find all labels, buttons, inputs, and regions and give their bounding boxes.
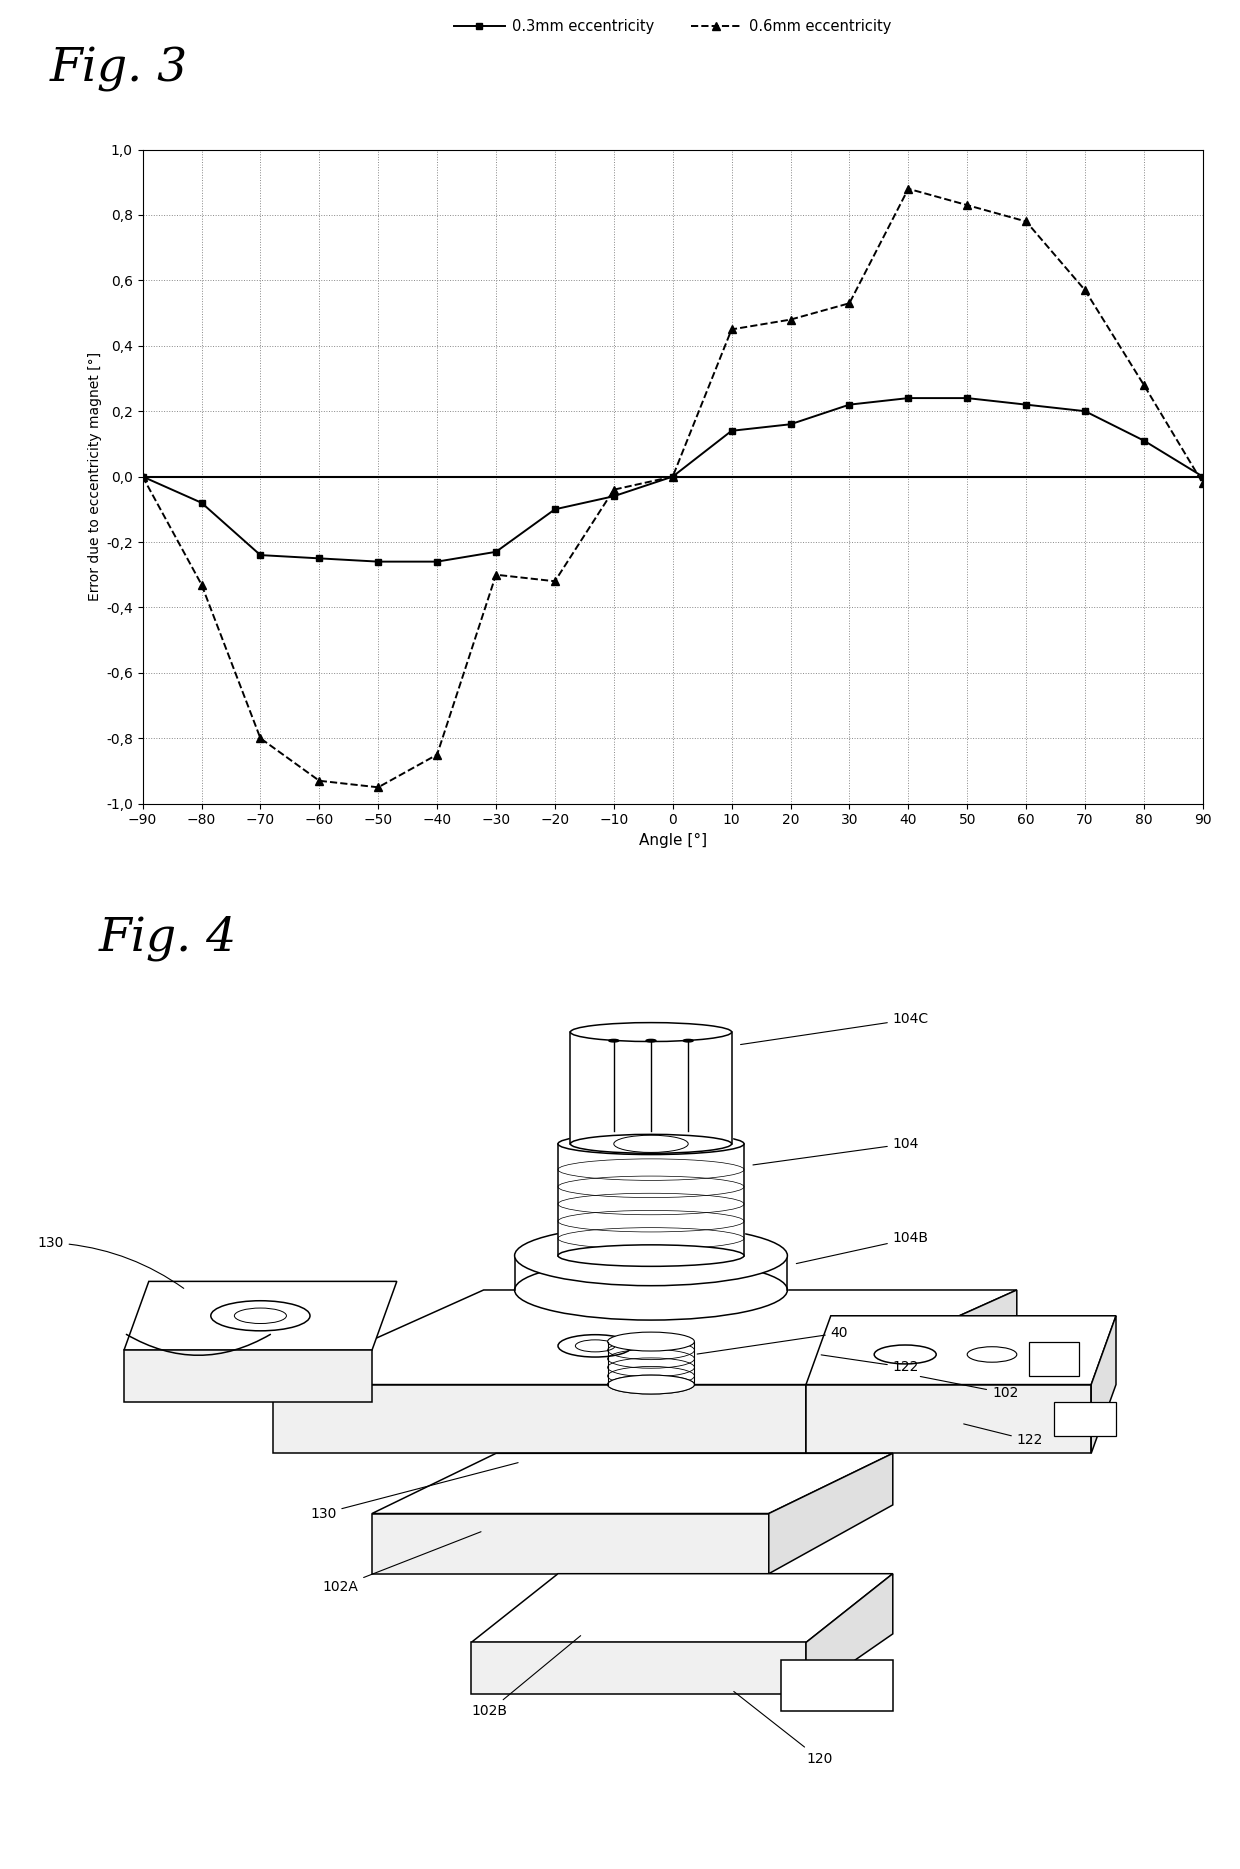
Text: 104: 104 bbox=[753, 1136, 919, 1164]
Polygon shape bbox=[273, 1385, 806, 1454]
Ellipse shape bbox=[575, 1340, 615, 1351]
Polygon shape bbox=[471, 1643, 806, 1693]
Polygon shape bbox=[372, 1454, 893, 1514]
Text: 102B: 102B bbox=[471, 1635, 580, 1718]
Ellipse shape bbox=[515, 1260, 787, 1320]
Polygon shape bbox=[781, 1660, 893, 1712]
Polygon shape bbox=[570, 1032, 732, 1144]
Polygon shape bbox=[806, 1574, 893, 1693]
Polygon shape bbox=[273, 1290, 1017, 1385]
Ellipse shape bbox=[608, 1333, 694, 1351]
Ellipse shape bbox=[558, 1334, 632, 1357]
Ellipse shape bbox=[570, 1134, 732, 1153]
Legend: 0.3mm eccentricity, 0.6mm eccentricity: 0.3mm eccentricity, 0.6mm eccentricity bbox=[448, 13, 898, 39]
Ellipse shape bbox=[609, 1039, 619, 1041]
Text: 102A: 102A bbox=[322, 1533, 481, 1594]
Text: 122: 122 bbox=[963, 1424, 1043, 1447]
Polygon shape bbox=[1091, 1316, 1116, 1454]
Polygon shape bbox=[558, 1144, 744, 1256]
Text: 130: 130 bbox=[310, 1463, 518, 1521]
Polygon shape bbox=[769, 1454, 893, 1574]
Text: Fig. 3: Fig. 3 bbox=[50, 47, 187, 92]
Text: 120: 120 bbox=[734, 1691, 832, 1766]
Polygon shape bbox=[471, 1574, 893, 1643]
Polygon shape bbox=[1029, 1342, 1079, 1376]
Text: 40: 40 bbox=[697, 1325, 848, 1353]
Ellipse shape bbox=[683, 1039, 693, 1041]
Text: 104B: 104B bbox=[796, 1232, 929, 1263]
Ellipse shape bbox=[558, 1245, 744, 1267]
Ellipse shape bbox=[211, 1301, 310, 1331]
Ellipse shape bbox=[608, 1376, 694, 1394]
Text: Fig. 4: Fig. 4 bbox=[99, 916, 237, 961]
Text: 104C: 104C bbox=[740, 1013, 929, 1045]
Ellipse shape bbox=[558, 1133, 744, 1155]
Polygon shape bbox=[124, 1349, 372, 1402]
Ellipse shape bbox=[646, 1039, 656, 1041]
Polygon shape bbox=[806, 1316, 1116, 1385]
Text: 130: 130 bbox=[37, 1235, 184, 1288]
Ellipse shape bbox=[967, 1348, 1017, 1363]
Y-axis label: Error due to eccentricity magnet [°]: Error due to eccentricity magnet [°] bbox=[88, 351, 102, 602]
X-axis label: Angle [°]: Angle [°] bbox=[639, 834, 707, 849]
Ellipse shape bbox=[874, 1346, 936, 1364]
Polygon shape bbox=[515, 1256, 787, 1290]
Polygon shape bbox=[124, 1282, 397, 1349]
Ellipse shape bbox=[515, 1226, 787, 1286]
Ellipse shape bbox=[570, 1022, 732, 1041]
Polygon shape bbox=[372, 1514, 769, 1574]
Text: 122: 122 bbox=[821, 1355, 919, 1374]
Polygon shape bbox=[806, 1385, 1091, 1454]
Polygon shape bbox=[1054, 1402, 1116, 1435]
Ellipse shape bbox=[234, 1308, 286, 1323]
Polygon shape bbox=[806, 1290, 1017, 1454]
Text: 102: 102 bbox=[920, 1376, 1018, 1400]
